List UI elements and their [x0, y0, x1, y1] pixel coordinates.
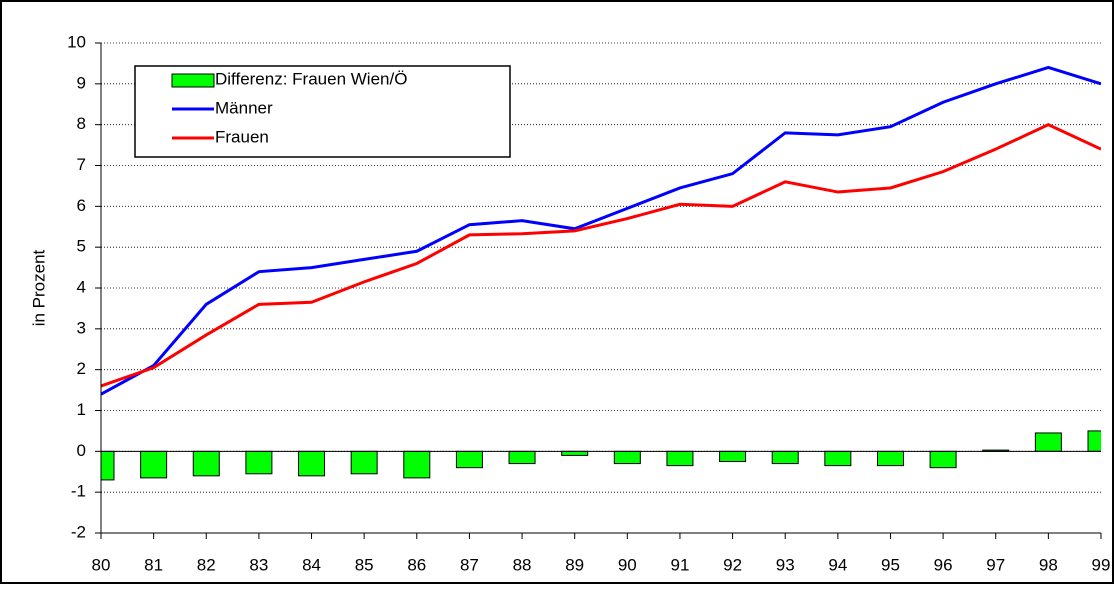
bar: [101, 450, 115, 481]
y-tick-label: 2: [77, 359, 86, 378]
bar: [1087, 430, 1101, 452]
y-tick-label: 6: [77, 196, 86, 215]
bar: [140, 450, 168, 479]
bar: [561, 450, 589, 456]
y-tick-label: 1: [77, 400, 86, 419]
x-tick-label: 80: [92, 555, 111, 574]
bar: [350, 450, 378, 475]
x-tick-label: 83: [249, 555, 268, 574]
x-tick-label: 91: [670, 555, 689, 574]
bar: [508, 450, 536, 465]
lines: [101, 65, 1101, 396]
x-tick-label: 92: [723, 555, 742, 574]
bar: [613, 450, 641, 465]
bars: [101, 430, 1101, 481]
x-tick-label: 84: [302, 555, 321, 574]
bar: [929, 450, 957, 469]
legend-label: Differenz: Frauen Wien/Ö: [215, 69, 407, 88]
x-tick-label: 88: [513, 555, 532, 574]
bar: [876, 450, 904, 467]
y-tick-label: 7: [77, 155, 86, 174]
x-tick-label: 82: [197, 555, 216, 574]
bar: [771, 450, 799, 465]
x-tick-label: 96: [934, 555, 953, 574]
bar: [298, 450, 326, 477]
y-tick-label: 0: [77, 441, 86, 460]
x-tick-label: 95: [881, 555, 900, 574]
x-tick-label: 93: [776, 555, 795, 574]
x-tick-label: 81: [144, 555, 163, 574]
x-tick-label: 89: [565, 555, 584, 574]
x-tick-label: 94: [828, 555, 847, 574]
bar: [455, 450, 483, 469]
x-tick-label: 85: [355, 555, 374, 574]
x-tick-label: 90: [618, 555, 637, 574]
y-tick-label: 5: [77, 237, 86, 256]
x-tick-label: 86: [407, 555, 426, 574]
legend-swatch: [171, 73, 215, 88]
bar: [245, 450, 273, 475]
y-tick-label: 8: [77, 114, 86, 133]
x-tick-label: 98: [1039, 555, 1058, 574]
x-tick-label: 99: [1092, 555, 1111, 574]
bar: [719, 450, 747, 463]
y-tick-label: 9: [77, 73, 86, 92]
y-tick-label: 10: [67, 32, 86, 51]
legend: Differenz: Frauen Wien/Ö Männer Frauen: [134, 65, 511, 158]
bar: [1034, 432, 1062, 452]
bar: [403, 450, 431, 479]
y-tick-label: 4: [77, 277, 86, 296]
x-tick-label: 87: [460, 555, 479, 574]
y-axis-label: in Prozent: [29, 249, 48, 326]
line: [101, 65, 1101, 396]
legend-label: Männer: [215, 98, 273, 117]
y-tick-label: -2: [71, 522, 86, 541]
bar: [824, 450, 852, 467]
bar: [192, 450, 220, 477]
x-tick-label: 97: [986, 555, 1005, 574]
line: [101, 123, 1101, 388]
y-tick-label: -1: [71, 482, 86, 501]
legend-label: Frauen: [215, 127, 269, 146]
y-tick-label: 3: [77, 318, 86, 337]
bar: [666, 450, 694, 467]
